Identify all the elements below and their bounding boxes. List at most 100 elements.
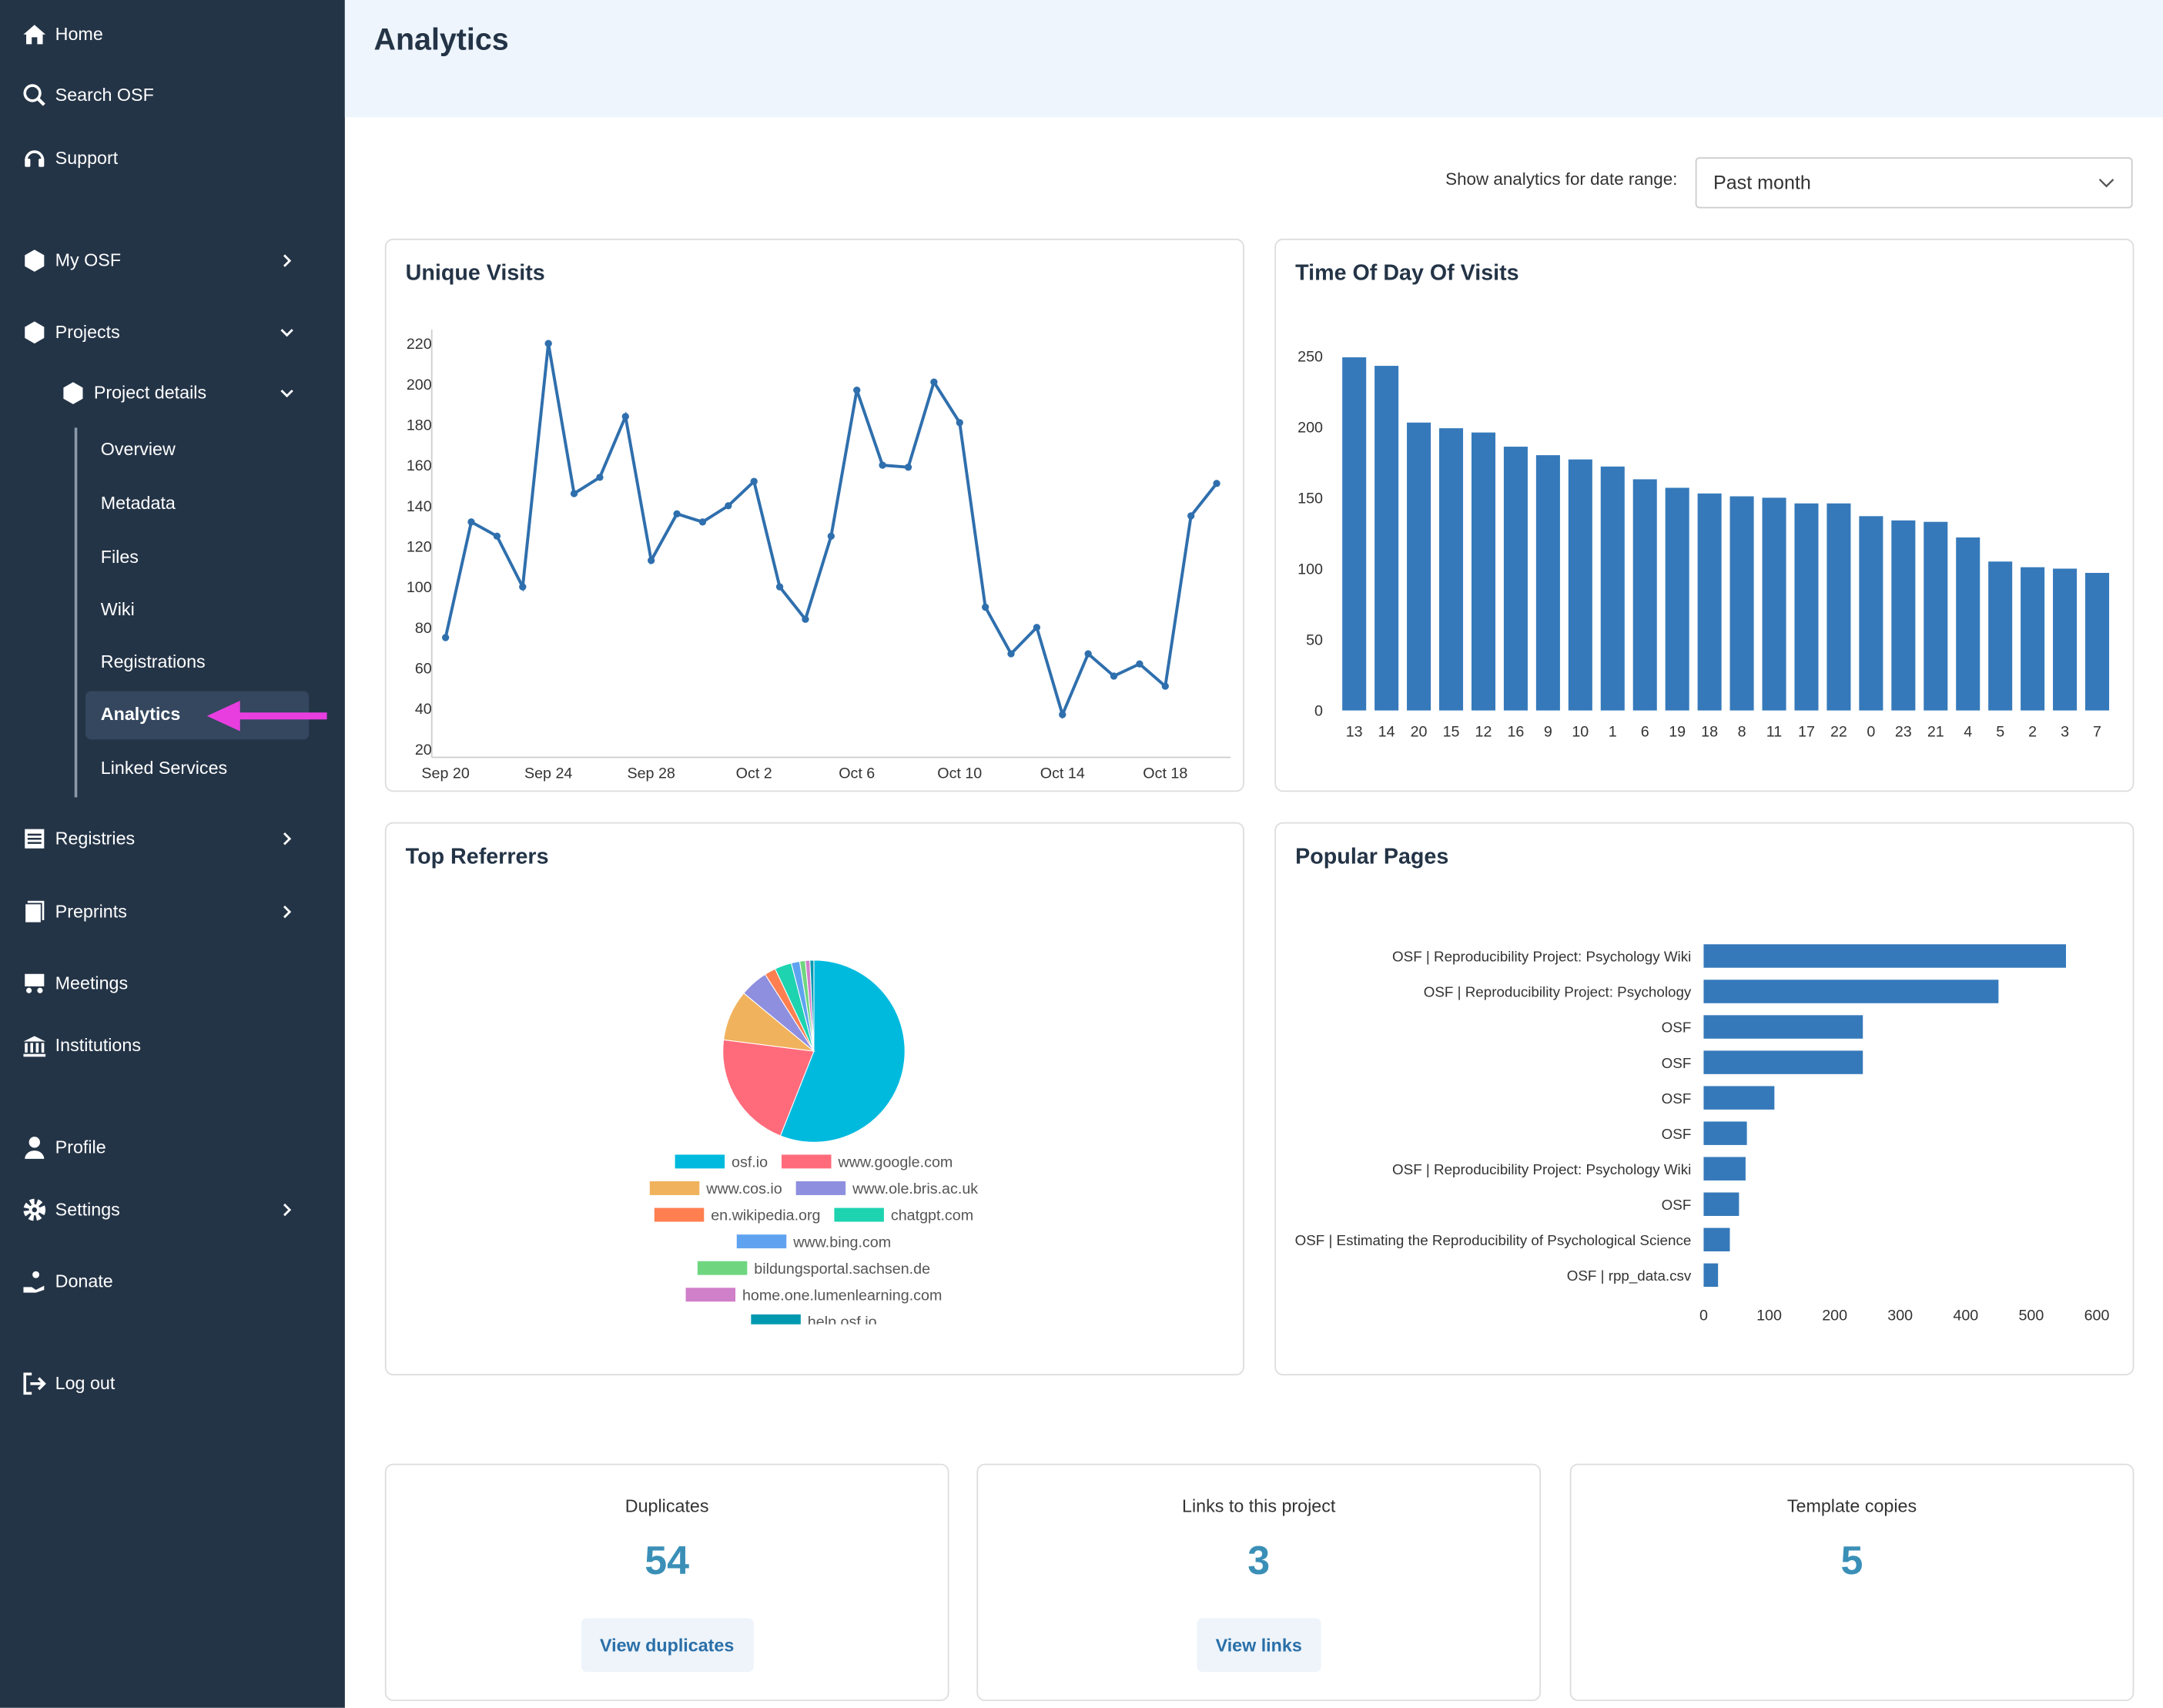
data-point [621,413,629,420]
y-tick-label: OSF [1662,1197,1692,1213]
tree-line [74,427,78,798]
legend-label: home.one.lumenlearning.com [742,1287,942,1304]
bar [1794,503,1819,711]
nav-label[interactable]: Search OSF [55,84,154,105]
y-tick-label: OSF [1662,1055,1692,1071]
legend-label: en.wikipedia.org [711,1207,820,1224]
nav-label[interactable]: Settings [55,1198,120,1220]
x-tick-label: Sep 20 [421,765,469,782]
nav-label[interactable]: Support [55,147,119,169]
date-range-select[interactable]: Past month [1695,157,2133,209]
nav-label[interactable]: Preprints [55,900,127,922]
x-tick-label: 20 [1411,724,1428,741]
chart: 20 40 60 80 100 120 140 160 180 200 220 Sep 20 Sep 2… [407,330,1230,782]
nav-label[interactable]: My OSF [55,250,122,271]
x-tick-label: 10 [1572,724,1589,741]
nav-label[interactable]: Log out [55,1372,116,1394]
nav-meetings[interactable]: Meetings [22,970,303,997]
line-series [444,343,1218,719]
bar [2085,572,2110,711]
date-range-value: Past month [1713,171,1811,193]
nav-settings[interactable]: Settings [22,1196,303,1224]
nav-registries[interactable]: Registries [22,825,303,852]
y-tick-label: OSF | Reproducibility Project: Psycholog… [1392,1161,1691,1177]
nav-label[interactable]: Profile [55,1137,106,1158]
chart-card: 0 100 200 300 400 500 600 OSF | Reproducibility… [1274,822,2135,1376]
bar [1600,466,1625,711]
date-range-label: Show analytics for date range: [1445,169,1678,189]
legend-label: osf.io [732,1154,768,1171]
nav-projects[interactable]: Projects [22,319,303,347]
stat-card: Template copies 5 [1569,1463,2135,1701]
nav-label[interactable]: Home [55,23,103,45]
sidebar: Home Search OSF Support My OSF Projects … [0,0,345,1708]
nav-metadata[interactable]: Metadata [100,492,176,514]
x-tick-label: 16 [1507,724,1524,741]
data-point [1033,624,1041,631]
pie-slice [779,959,906,1143]
data-point [1187,512,1195,520]
data-point [802,615,809,623]
data-point [570,490,578,497]
nav-label[interactable]: Institutions [55,1034,142,1056]
x-tick-label: 5 [1996,724,2004,741]
chart: 0 100 200 300 400 500 600 OSF | Reproducibility… [1295,944,2109,1324]
nav-wiki[interactable]: Wiki [100,598,135,620]
nav-label[interactable]: Projects [55,321,120,343]
nav-analytics[interactable]: Analytics [100,703,181,725]
nav-label[interactable]: Registries [55,827,136,849]
y-tick-label: 60 [415,661,432,678]
legend-swatch [795,1181,846,1195]
nav-label[interactable]: Donate [55,1270,113,1291]
nav-overview[interactable]: Overview [100,438,176,460]
legend-swatch [782,1154,832,1169]
nav-project-details[interactable]: Project details [61,380,303,407]
page-title: Analytics [373,22,509,57]
nav-registrations[interactable]: Registrations [100,651,206,672]
y-tick-label: 80 [415,620,432,637]
data-point [673,510,681,517]
nav-logout[interactable]: Log out [22,1370,303,1398]
nav-profile[interactable]: Profile [22,1134,303,1162]
bar [1826,503,1851,711]
nav-linked-services[interactable]: Linked Services [100,757,228,779]
y-tick-label: 180 [407,417,432,434]
y-tick-label: 50 [1306,632,1323,649]
x-tick-label: 2 [2028,724,2037,741]
data-point [775,583,784,591]
x-tick-label: 0 [1699,1307,1708,1324]
chart-title: Unique Visits [405,262,545,286]
bar [1703,1263,1719,1288]
x-tick-label: 9 [1544,724,1552,741]
x-tick-label: Oct 14 [1040,765,1085,782]
nav-institutions[interactable]: Institutions [22,1032,303,1060]
stat-button[interactable]: View links [1196,1618,1321,1673]
nav-donate[interactable]: Donate [22,1268,303,1295]
legend-label: help.osf.io [808,1314,877,1331]
bar [1535,455,1560,711]
nav-home[interactable]: Home [22,21,303,49]
data-point [1136,660,1143,668]
x-tick-label: 8 [1738,724,1746,741]
x-tick-label: 100 [1756,1307,1782,1324]
x-tick-label: 200 [1822,1307,1847,1324]
nav-myosf[interactable]: My OSF [22,247,303,275]
legend-swatch [649,1181,700,1195]
data-point [1213,480,1220,487]
nav-label[interactable]: Meetings [55,972,129,993]
nav-support[interactable]: Support [22,145,303,172]
legend-swatch [685,1288,736,1302]
y-tick-label: 250 [1297,348,1323,365]
legend-swatch [675,1154,725,1169]
bar [1703,980,1999,1003]
nav-label[interactable]: Project details [93,382,207,404]
stat-button[interactable]: View duplicates [580,1618,754,1673]
y-tick-label: OSF | rpp_data.csv [1567,1268,1692,1284]
nav-preprints[interactable]: Preprints [22,898,303,926]
y-tick-label: 160 [407,457,432,474]
nav-search[interactable]: Search OSF [22,82,303,109]
nav-files[interactable]: Files [100,546,139,568]
x-tick-label: 12 [1475,724,1492,741]
